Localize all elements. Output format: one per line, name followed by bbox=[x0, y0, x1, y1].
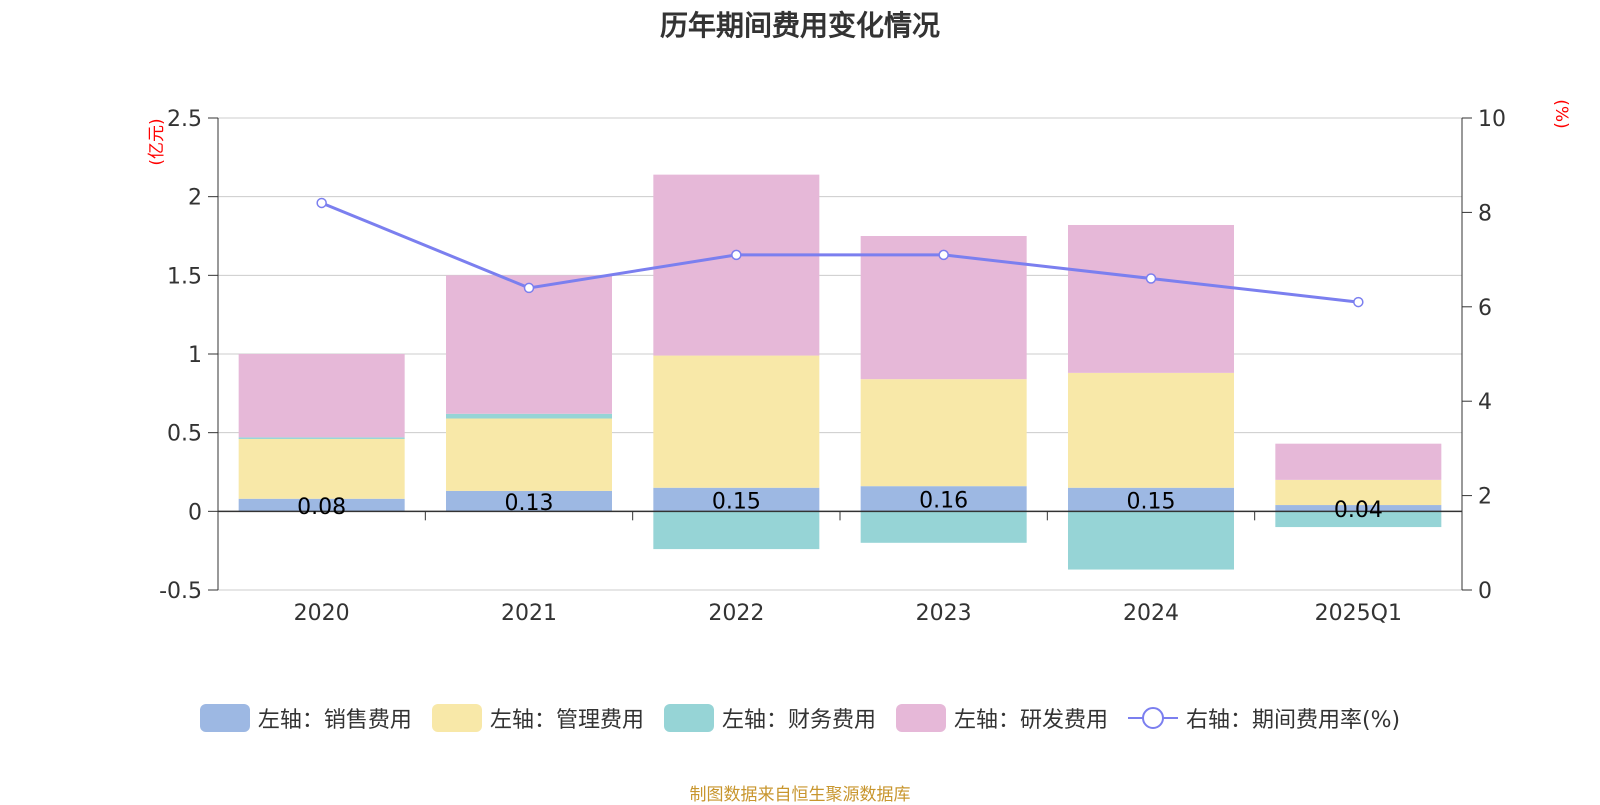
bar-segment bbox=[860, 511, 1027, 543]
right-axis-tick-label: 2 bbox=[1478, 485, 1492, 510]
legend-swatch-sales bbox=[199, 704, 250, 732]
legend-label-rnd: 左轴：研发费用 bbox=[953, 708, 1108, 733]
legend-label-management: 左轴：管理费用 bbox=[489, 708, 644, 733]
expense-ratio-point bbox=[1145, 273, 1157, 284]
x-axis-category-label: 2020 bbox=[294, 601, 350, 626]
left-axis-tick-label: 2.5 bbox=[167, 107, 202, 132]
expense-ratio-point bbox=[938, 249, 949, 261]
chart-legend: 左轴：销售费用 左轴：管理费用 左轴：财务费用 左轴：研发费用 右轴：期间费用率… bbox=[0, 702, 1600, 734]
bar-data-label: 0.15 bbox=[712, 490, 761, 515]
legend-item-sales[interactable]: 左轴：销售费用 bbox=[199, 702, 412, 734]
bar-segment bbox=[446, 418, 612, 491]
bar-data-label: 0.08 bbox=[297, 495, 346, 520]
bar-data-label: 0.04 bbox=[1334, 498, 1383, 523]
left-axis-tick-label: 2 bbox=[188, 186, 202, 211]
bar-segment bbox=[653, 511, 820, 550]
x-axis-category-label: 2022 bbox=[708, 601, 764, 626]
left-axis-unit: (亿元) bbox=[147, 118, 167, 165]
source-note: 制图数据来自恒生聚源数据库 bbox=[689, 785, 911, 805]
x-axis-category-label: 2024 bbox=[1123, 601, 1179, 626]
legend-label-sales: 左轴：销售费用 bbox=[257, 708, 412, 733]
legend-swatch-rnd bbox=[895, 704, 946, 732]
left-axis-tick-label: -0.5 bbox=[159, 579, 202, 604]
left-axis-tick-label: 1 bbox=[188, 343, 202, 368]
bar-segment bbox=[1275, 443, 1442, 480]
expense-ratio-point bbox=[731, 249, 742, 261]
legend-item-rnd[interactable]: 左轴：研发费用 bbox=[895, 702, 1108, 734]
bar-segment bbox=[860, 379, 1027, 487]
expense-ratio-line bbox=[321, 201, 1359, 304]
bar-segment bbox=[1275, 511, 1442, 528]
right-axis-tick-label: 0 bbox=[1478, 579, 1492, 604]
legend-label-expense-ratio: 右轴：期间费用率(%) bbox=[1185, 708, 1401, 733]
left-axis-tick-label: 0 bbox=[188, 500, 202, 525]
bar-segment bbox=[238, 354, 405, 438]
expense-ratio-point bbox=[316, 197, 327, 209]
x-axis-category-label: 2021 bbox=[501, 601, 557, 626]
bar-segment bbox=[446, 490, 612, 512]
right-axis-tick-label: 6 bbox=[1478, 296, 1492, 321]
bar-segment bbox=[1068, 511, 1234, 570]
bar-segment bbox=[1068, 487, 1234, 512]
bar-segment bbox=[446, 275, 612, 414]
legend-swatch-finance bbox=[663, 704, 714, 732]
legend-label-finance: 左轴：财务费用 bbox=[721, 708, 876, 733]
bar-segment bbox=[1068, 224, 1234, 373]
legend-item-management[interactable]: 左轴：管理费用 bbox=[431, 702, 644, 734]
bar-segment bbox=[1275, 479, 1442, 506]
bar-segment bbox=[238, 438, 405, 499]
bar-segment bbox=[238, 437, 405, 439]
bar-data-label: 0.15 bbox=[1127, 490, 1176, 515]
bar-segment bbox=[653, 355, 820, 488]
x-axis-category-label: 2023 bbox=[916, 601, 972, 626]
left-axis-tick-label: 0.5 bbox=[167, 422, 202, 447]
expense-ratio-point bbox=[523, 282, 535, 294]
chart-title: 历年期间费用变化情况 bbox=[659, 9, 940, 42]
bar-segment bbox=[1275, 505, 1442, 512]
bar-data-label: 0.16 bbox=[919, 489, 968, 514]
legend-item-expense-ratio[interactable]: 右轴：期间费用率(%) bbox=[1127, 702, 1401, 734]
right-axis-tick-label: 10 bbox=[1478, 107, 1506, 132]
bar-data-label: 0.13 bbox=[505, 491, 554, 516]
right-axis-tick-label: 4 bbox=[1478, 390, 1492, 415]
bar-segment bbox=[446, 413, 612, 419]
legend-item-finance[interactable]: 左轴：财务费用 bbox=[663, 702, 876, 734]
legend-swatch-management bbox=[431, 704, 482, 732]
bar-segment bbox=[1068, 372, 1234, 488]
bar-segment bbox=[238, 498, 405, 512]
expense-ratio-point bbox=[1353, 296, 1364, 308]
bar-segment bbox=[653, 487, 820, 512]
legend-swatch-expense-ratio bbox=[1127, 704, 1178, 732]
bar-segment bbox=[860, 486, 1027, 512]
left-axis-tick-label: 1.5 bbox=[167, 264, 202, 289]
right-axis-unit: (%) bbox=[1551, 99, 1571, 128]
right-axis-tick-label: 8 bbox=[1478, 201, 1492, 226]
x-axis-category-label: 2025Q1 bbox=[1315, 601, 1402, 626]
